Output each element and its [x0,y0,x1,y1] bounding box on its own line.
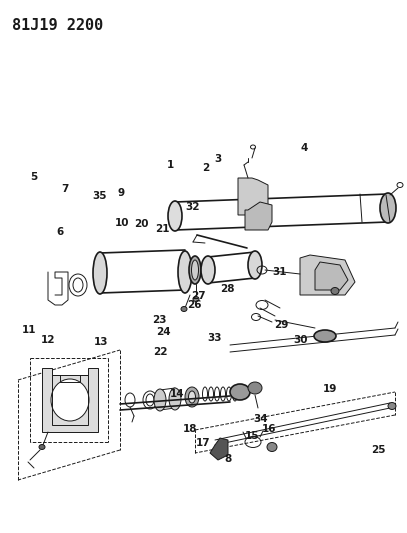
Ellipse shape [193,296,199,302]
Text: 33: 33 [208,334,222,343]
Ellipse shape [185,387,199,407]
Text: 20: 20 [134,219,149,229]
Ellipse shape [168,201,182,231]
Polygon shape [238,178,268,215]
Ellipse shape [192,260,199,280]
Text: 6: 6 [57,227,64,237]
Text: 22: 22 [153,347,168,357]
Text: 3: 3 [214,154,221,164]
Text: 12: 12 [41,335,55,345]
Text: 26: 26 [187,300,202,310]
Text: 19: 19 [322,384,337,394]
Ellipse shape [154,389,166,411]
Text: 81J19 2200: 81J19 2200 [12,18,103,33]
Ellipse shape [248,382,262,394]
Text: 10: 10 [115,218,129,228]
Ellipse shape [93,252,107,294]
Text: 16: 16 [261,424,276,434]
Text: 1: 1 [166,160,174,170]
Ellipse shape [331,287,339,295]
Text: 8: 8 [224,455,232,464]
Ellipse shape [181,306,187,311]
Ellipse shape [267,442,277,451]
Polygon shape [315,262,348,290]
Text: 2: 2 [202,164,210,173]
Text: 13: 13 [94,337,108,347]
Text: 7: 7 [61,184,69,194]
Text: 4: 4 [301,143,308,153]
Text: 24: 24 [156,327,171,336]
Text: 34: 34 [253,415,268,424]
Text: 15: 15 [245,431,260,441]
Polygon shape [210,438,228,460]
Text: 28: 28 [220,285,234,294]
Ellipse shape [230,384,250,400]
Ellipse shape [388,402,396,409]
Text: 11: 11 [22,326,37,335]
Text: 29: 29 [274,320,288,330]
Ellipse shape [178,251,192,293]
Ellipse shape [314,330,336,342]
Ellipse shape [189,256,201,284]
Text: 23: 23 [152,315,167,325]
Ellipse shape [201,256,215,284]
Text: 21: 21 [155,224,169,234]
Ellipse shape [188,391,195,403]
Polygon shape [300,255,355,295]
Ellipse shape [39,445,45,449]
Ellipse shape [380,193,396,223]
Ellipse shape [169,388,181,410]
Text: 9: 9 [118,188,125,198]
Text: 35: 35 [92,191,107,201]
Text: 31: 31 [273,267,287,277]
Ellipse shape [248,251,262,279]
Polygon shape [42,368,98,432]
Text: 30: 30 [293,335,308,345]
Text: 27: 27 [191,291,206,301]
Text: 17: 17 [196,439,211,448]
Text: 5: 5 [30,172,37,182]
Text: 25: 25 [371,446,386,455]
Polygon shape [245,202,272,230]
Text: 32: 32 [185,202,199,212]
Text: 18: 18 [183,424,198,434]
Text: 14: 14 [170,390,184,399]
Ellipse shape [51,379,89,421]
